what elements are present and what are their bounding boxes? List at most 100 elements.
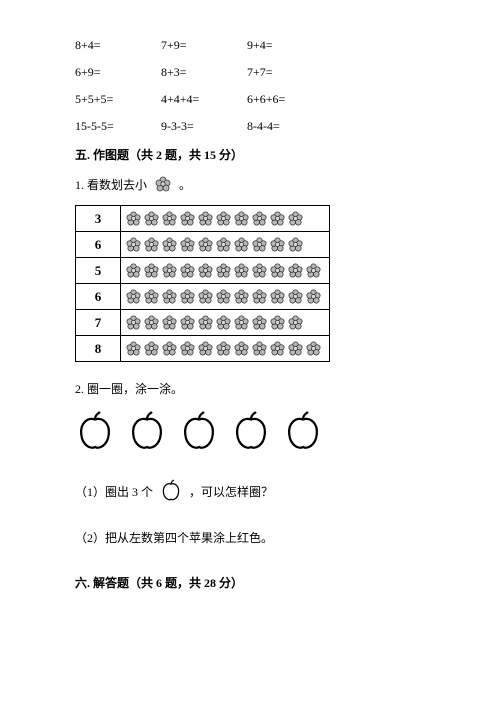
table-row: 8 — [76, 336, 330, 362]
flower-icon — [197, 236, 214, 253]
flower-icon — [305, 288, 322, 305]
equation-row: 5+5+5=4+4+4=6+6+6= — [75, 92, 425, 107]
flower-icon — [125, 288, 142, 305]
flower-icon — [143, 262, 160, 279]
flower-icon — [125, 340, 142, 357]
flower-icon — [161, 210, 178, 227]
equation-cell: 5+5+5= — [75, 92, 161, 107]
equation-cell: 8+4= — [75, 38, 161, 53]
table-row: 7 — [76, 310, 330, 336]
problem-1-suffix: 。 — [179, 178, 191, 192]
flower-icon — [179, 340, 196, 357]
flower-icon — [269, 236, 286, 253]
flower-icon — [161, 236, 178, 253]
equation-cell: 8+3= — [161, 65, 247, 80]
flower-icon — [251, 288, 268, 305]
flower-icon — [305, 340, 322, 357]
equation-cell: 7+9= — [161, 38, 247, 53]
flower-icon — [154, 175, 172, 197]
flower-icon — [215, 314, 232, 331]
flower-icon — [125, 236, 142, 253]
apple-icon — [160, 479, 182, 507]
row-number: 8 — [76, 336, 121, 362]
flower-icon — [179, 262, 196, 279]
flower-icon — [161, 340, 178, 357]
flower-icon — [269, 314, 286, 331]
equation-cell: 9-3-3= — [161, 119, 247, 134]
apple-row — [75, 411, 425, 457]
worksheet-page: 8+4=7+9=9+4= 6+9=8+3=7+7= 5+5+5=4+4+4=6+6+… — [0, 0, 500, 623]
problem-1: 1. 看数划去小 。 — [75, 175, 425, 197]
table-row: 6 — [76, 284, 330, 310]
flower-icon — [269, 288, 286, 305]
flower-icon — [251, 314, 268, 331]
row-number: 5 — [76, 258, 121, 284]
row-number: 6 — [76, 232, 121, 258]
flower-icon — [143, 340, 160, 357]
equations-block: 8+4=7+9=9+4= 6+9=8+3=7+7= 5+5+5=4+4+4=6+6+… — [75, 38, 425, 134]
equation-row: 8+4=7+9=9+4= — [75, 38, 425, 53]
flower-icon — [251, 262, 268, 279]
table-row: 3 — [76, 206, 330, 232]
flower-icon — [143, 314, 160, 331]
flower-icon — [161, 262, 178, 279]
problem-2-sub1-prefix: （1）圈出 3 个 — [75, 485, 153, 499]
equation-cell: 4+4+4= — [161, 92, 247, 107]
flower-icon — [269, 340, 286, 357]
flower-icon — [251, 340, 268, 357]
flower-icon — [125, 210, 142, 227]
flower-icon — [197, 210, 214, 227]
apple-icon — [75, 411, 115, 453]
flower-icon — [179, 314, 196, 331]
flower-icon — [251, 210, 268, 227]
section-6-title: 六. 解答题（共 6 题，共 28 分） — [75, 574, 425, 591]
flower-icon — [125, 262, 142, 279]
equation-cell: 7+7= — [247, 65, 333, 80]
apple-icon — [179, 411, 219, 453]
flower-icon — [269, 210, 286, 227]
table-row: 6 — [76, 232, 330, 258]
flower-icon — [161, 314, 178, 331]
row-flowers — [121, 258, 330, 284]
flower-icon — [215, 340, 232, 357]
equation-cell: 15-5-5= — [75, 119, 161, 134]
flower-icon — [215, 236, 232, 253]
flower-icon — [287, 236, 304, 253]
flower-icon — [143, 210, 160, 227]
flower-table: 365678 — [75, 205, 330, 362]
flower-icon — [287, 210, 304, 227]
flower-icon — [215, 262, 232, 279]
row-number: 7 — [76, 310, 121, 336]
equation-cell: 6+6+6= — [247, 92, 333, 107]
flower-icon — [179, 210, 196, 227]
flower-icon — [233, 236, 250, 253]
row-flowers — [121, 232, 330, 258]
flower-icon — [161, 288, 178, 305]
flower-icon — [125, 314, 142, 331]
row-flowers — [121, 284, 330, 310]
flower-icon — [197, 262, 214, 279]
row-flowers — [121, 310, 330, 336]
flower-icon — [269, 262, 286, 279]
equation-row: 15-5-5=9-3-3=8-4-4= — [75, 119, 425, 134]
flower-icon — [233, 314, 250, 331]
equation-cell: 6+9= — [75, 65, 161, 80]
problem-2-sub1-suffix: ，可以怎样圈？ — [189, 485, 273, 499]
flower-icon — [287, 288, 304, 305]
flower-icon — [287, 262, 304, 279]
flower-icon — [233, 288, 250, 305]
flower-icon — [287, 314, 304, 331]
flower-icon — [143, 236, 160, 253]
flower-icon — [215, 210, 232, 227]
apple-icon — [231, 411, 271, 453]
table-row: 5 — [76, 258, 330, 284]
flower-icon — [179, 288, 196, 305]
flower-icon — [197, 314, 214, 331]
equation-cell: 8-4-4= — [247, 119, 333, 134]
row-flowers — [121, 206, 330, 232]
flower-icon — [305, 262, 322, 279]
flower-icon — [233, 210, 250, 227]
flower-icon — [197, 340, 214, 357]
row-flowers — [121, 336, 330, 362]
problem-2-sub1: （1）圈出 3 个 ，可以怎样圈？ — [75, 479, 425, 507]
